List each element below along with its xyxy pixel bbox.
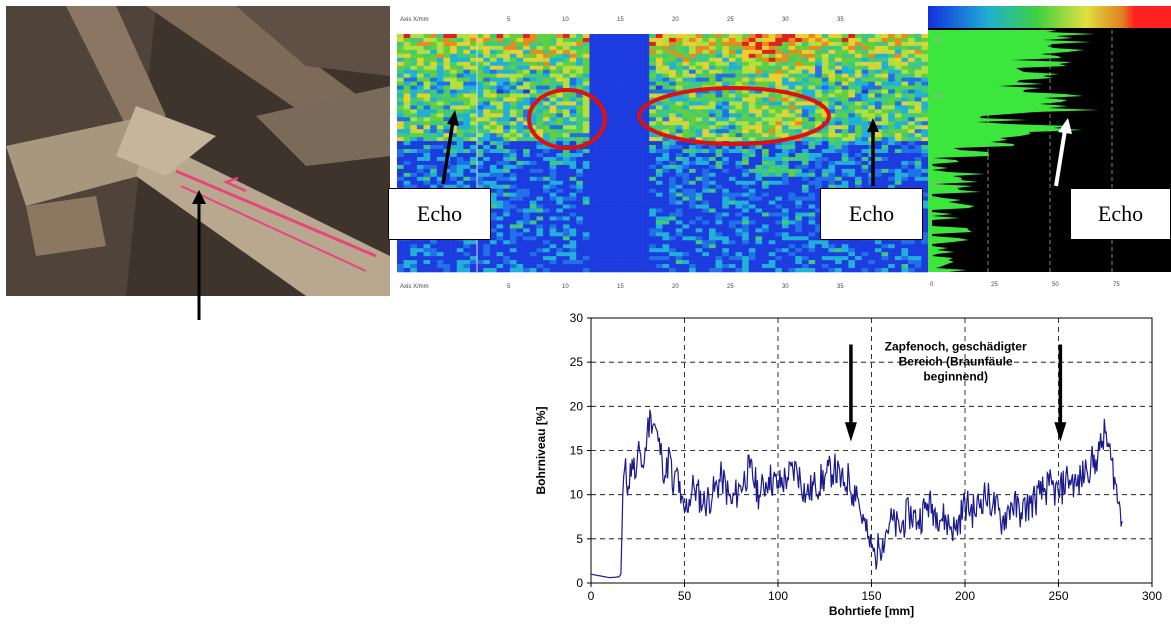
scan-bottom-axis-label: Axis X/mm: [400, 284, 429, 290]
color-scale-bar: [928, 6, 1171, 28]
scan-bottom-tick: 15: [617, 284, 624, 290]
echo-callout-3: Echo: [1070, 188, 1171, 240]
x-tick-label: 250: [1048, 589, 1068, 603]
scan-top-tick: 15: [617, 17, 624, 23]
x-axis-label: Bohrtiefe [mm]: [829, 604, 914, 618]
scan-top-tick: 25: [727, 17, 734, 23]
chart-annotation: Zapfenoch, geschädigter Bereich (Braunfäu…: [885, 340, 1027, 384]
x-tick-label: 300: [1142, 589, 1162, 603]
highlight-ellipse-1: [527, 88, 607, 150]
spectrum-unit: mm: [933, 38, 943, 44]
scan-bottom-tick: 10: [562, 284, 569, 290]
scan-bottom-tick: 25: [727, 284, 734, 290]
spectrum-depth-tick: 200: [933, 94, 944, 100]
scan-top-tick: 30: [782, 17, 789, 23]
echo-callout-1: Echo: [388, 188, 491, 240]
x-tick-label: 100: [768, 589, 788, 603]
spectrum-depth-tick: 400: [933, 182, 944, 188]
spectrum-x-tick: 25: [991, 282, 998, 288]
y-tick-label: 15: [570, 444, 584, 458]
spectrum-x-tick: 0: [930, 282, 934, 288]
y-tick-label: 10: [570, 488, 584, 502]
highlight-ellipse-2: [637, 86, 831, 146]
echo-spectrum-panel: mm200400025507510: [928, 6, 1171, 294]
x-tick-label: 150: [861, 589, 881, 603]
scan-bottom-tick: 20: [672, 284, 679, 290]
spectrum-x-tick: 75: [1113, 282, 1120, 288]
scan-top-tick: 35: [837, 17, 844, 23]
scan-top-tick: 10: [562, 17, 569, 23]
x-tick-label: 0: [588, 589, 595, 603]
photo-arrow-up: [192, 190, 206, 320]
spectrum-x-tick: 50: [1052, 282, 1059, 288]
series-line: [590, 409, 1123, 579]
timber-beam-photo: [6, 6, 390, 296]
scan-bottom-tick: 5: [507, 284, 511, 290]
scan-bottom-tick: 30: [782, 284, 789, 290]
y-tick-label: 5: [576, 532, 583, 546]
y-tick-label: 20: [570, 399, 584, 413]
y-axis-label: Bohrniveau [%]: [534, 406, 548, 494]
y-tick-label: 0: [576, 576, 583, 590]
scan-top-axis-label: Axis X/mm: [400, 17, 429, 23]
scan-top-tick: 5: [507, 17, 511, 23]
y-tick-label: 30: [570, 311, 584, 325]
y-tick-label: 25: [570, 355, 584, 369]
echo-arrow-3: [1054, 129, 1067, 187]
scan-bottom-tick: 35: [837, 284, 844, 290]
ultrasound-scan-heatmap: Axis X/mm Axis X/mm 5 5 10 10 15 15 20 20 25 25 30…: [397, 6, 928, 294]
drilling-resistance-chart: 0 50 100 150 200 250 300 0 5 10 15 20 25 30 Zapfenoch…: [534, 311, 1162, 618]
x-tick-label: 200: [955, 589, 975, 603]
x-tick-label: 50: [678, 589, 692, 603]
echo-callout-2: Echo: [820, 188, 923, 240]
scan-top-tick: 20: [672, 17, 679, 23]
echo-arrow-1: [441, 120, 455, 185]
